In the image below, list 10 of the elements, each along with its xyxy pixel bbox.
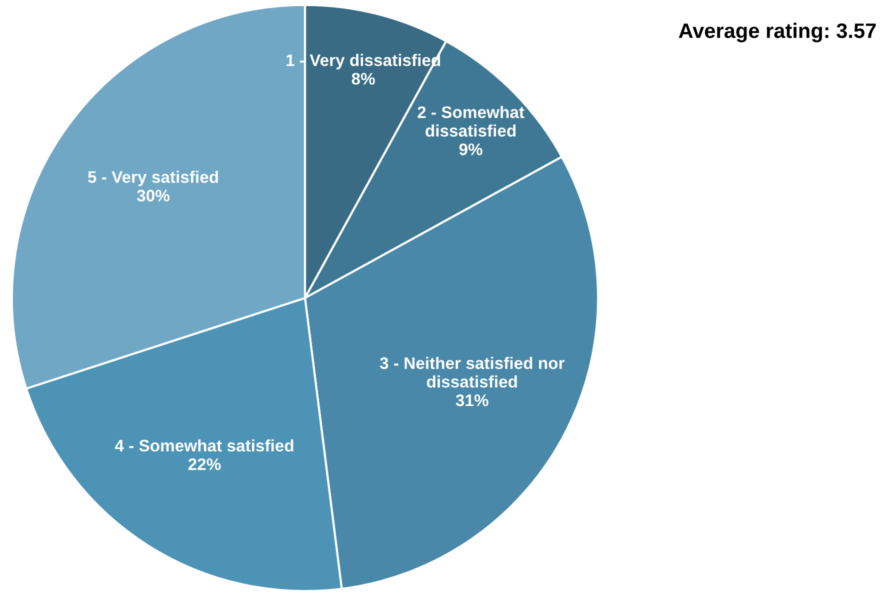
text: Average rating: 3.57 — [678, 22, 876, 42]
data-label: 8% — [352, 72, 375, 85]
slice-label: 4 - Somewhat satisfied — [114, 439, 294, 452]
data-label: 30% — [136, 190, 170, 202]
data-label: 9% — [459, 143, 482, 156]
slice-label: 5 - Very satisfied — [88, 170, 218, 186]
data-label: 22% — [188, 458, 221, 470]
slice-label: 3 - Neither satisfied nor dissatisfied — [380, 356, 564, 388]
slice-label: 2 - Somewhat dissatisfied — [418, 106, 524, 137]
data-label: 31% — [456, 394, 488, 406]
